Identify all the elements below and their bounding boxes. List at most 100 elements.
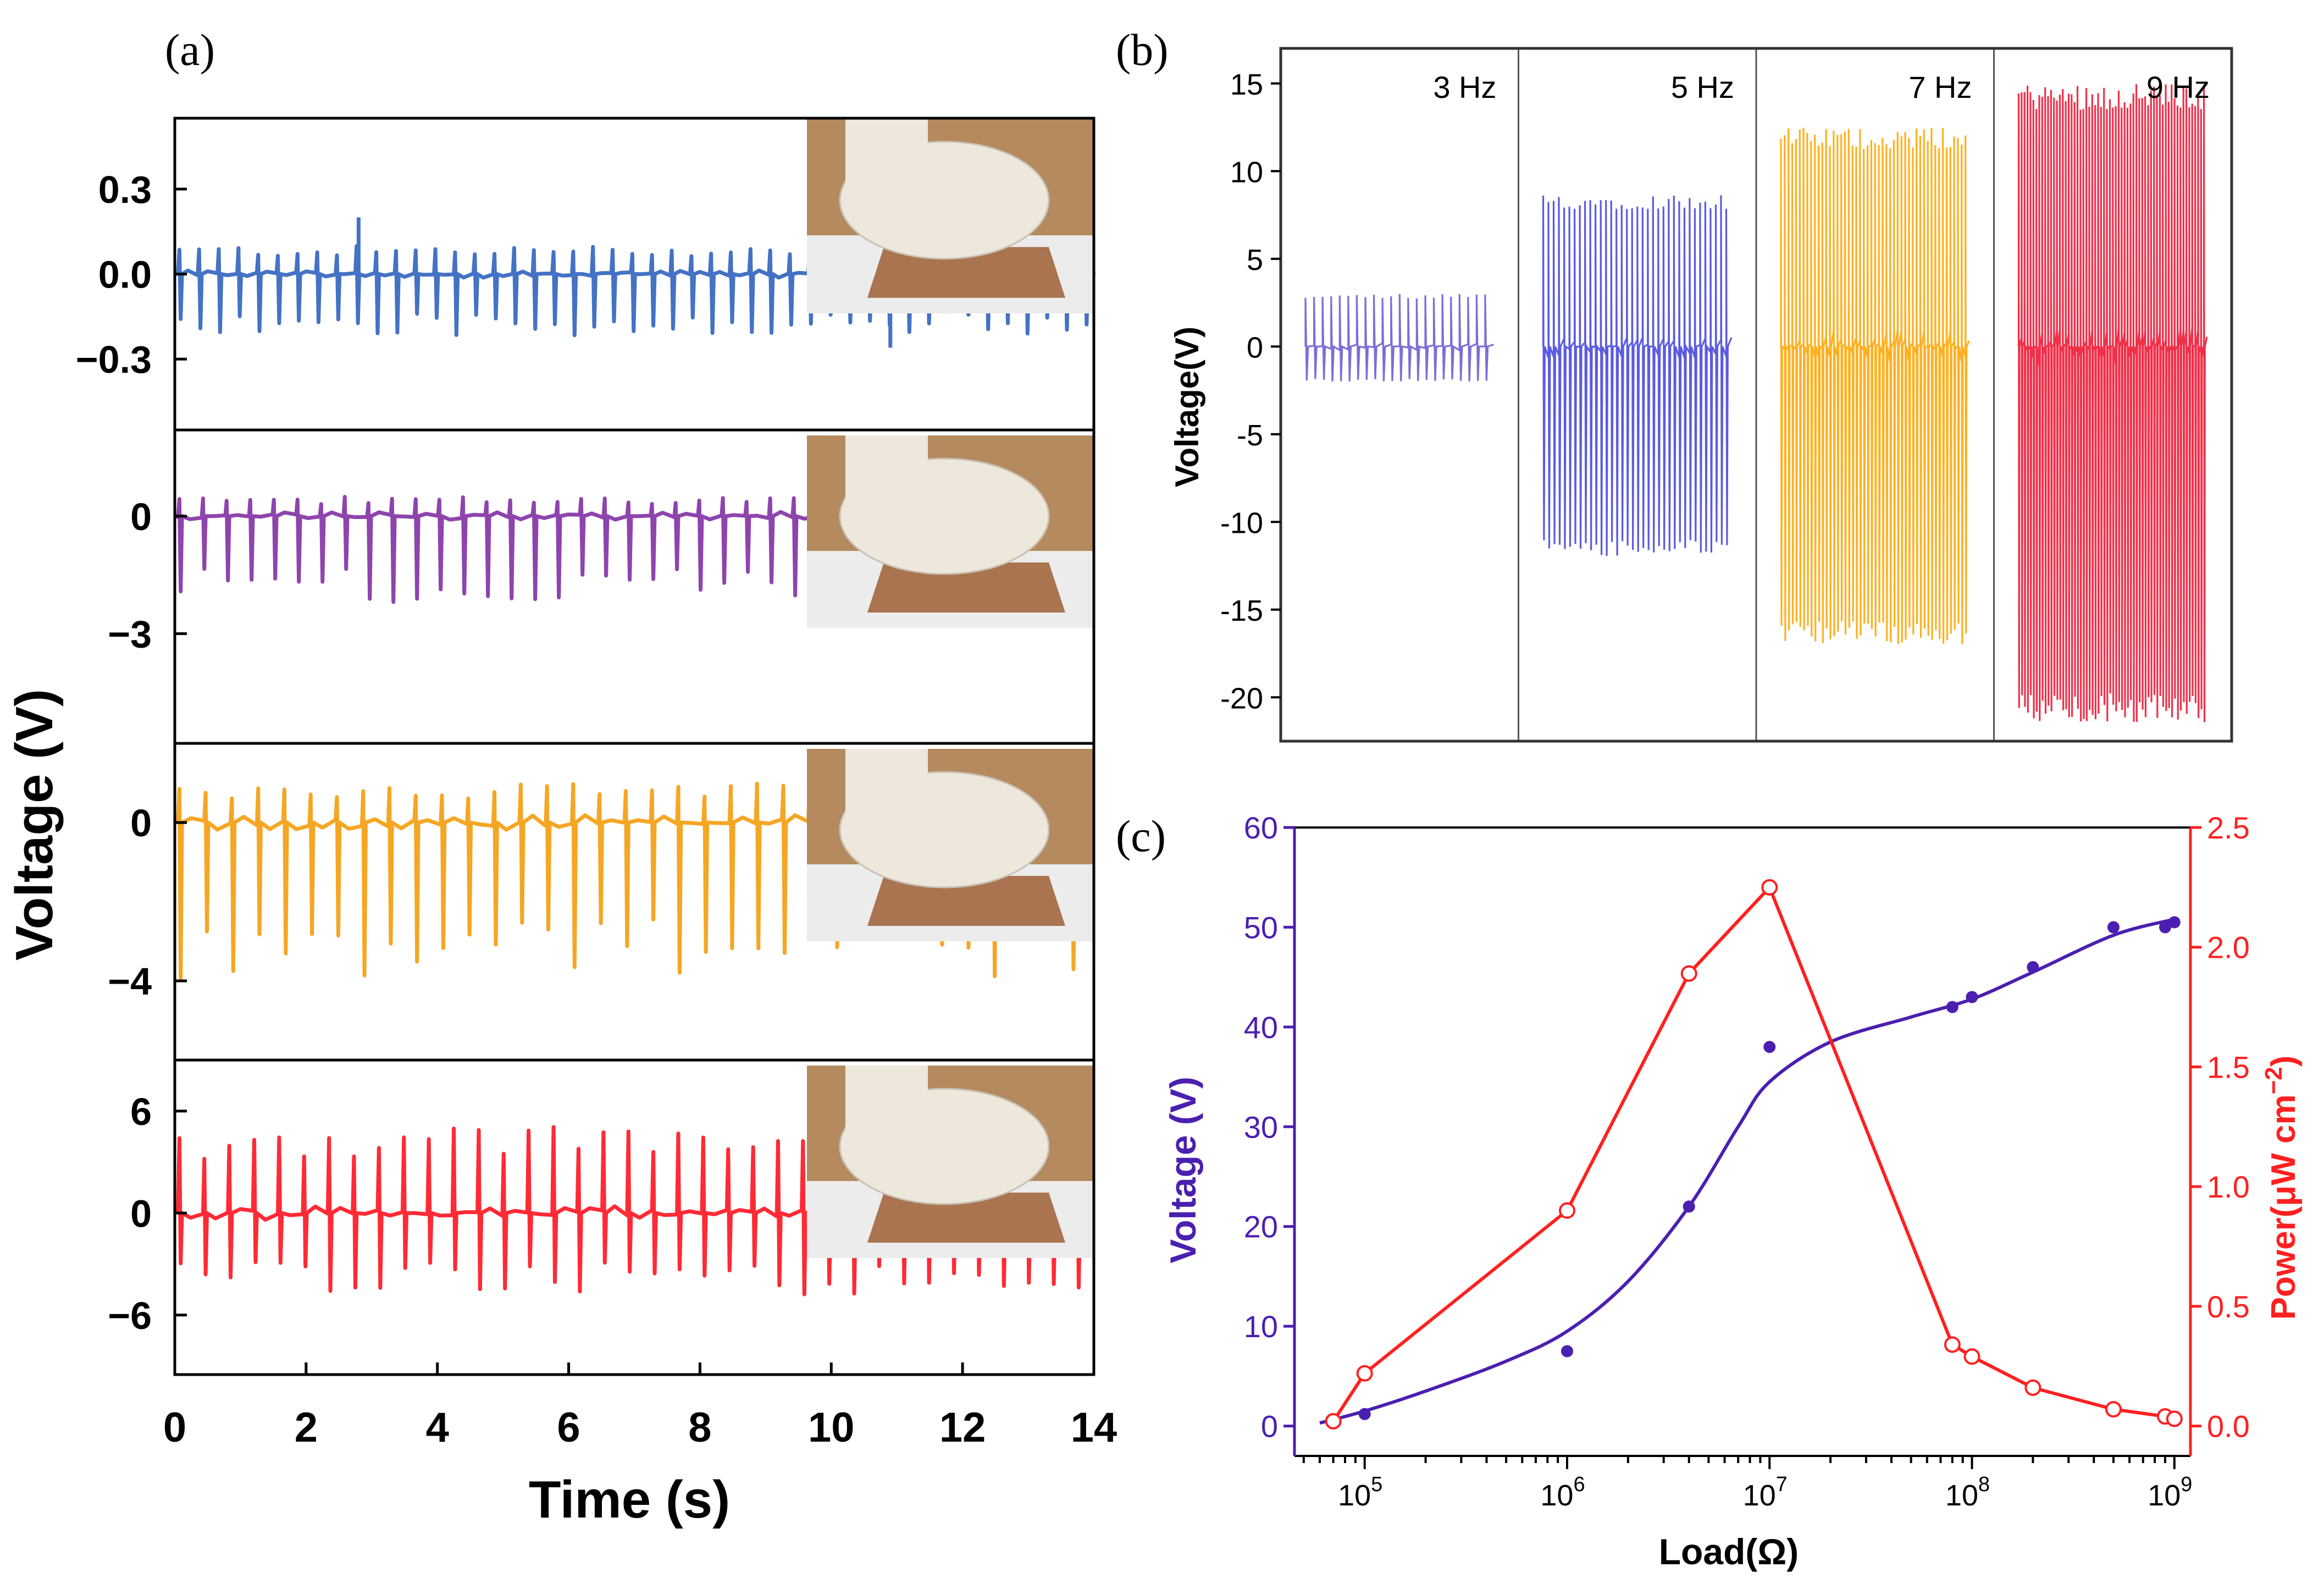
photo-glove-cuff <box>845 435 928 503</box>
panel-a-ylabel: Voltage (V) <box>5 689 64 961</box>
x-tick-label: 12 <box>939 1404 986 1451</box>
y-tick-label-left: 10 <box>1244 1309 1278 1344</box>
y-tick-label-left: 0 <box>1261 1409 1278 1444</box>
y-tick-label-right: 0.5 <box>2207 1289 2250 1324</box>
y-tick-label-slide: −0.3 <box>76 338 152 381</box>
voltage-fit-line <box>1319 918 2175 1425</box>
photo-glove-cuff <box>845 1066 928 1133</box>
panel-c-ylabel-left: Voltage (V) <box>1163 1077 1203 1263</box>
y-tick-label-left: 60 <box>1244 810 1278 845</box>
power-point <box>1944 1336 1961 1353</box>
photo-glove-cuff <box>845 118 928 187</box>
subplot-frame-punch <box>173 1058 1095 1376</box>
power-point <box>2024 1379 2041 1396</box>
y-tick-label: 15 <box>1230 68 1263 101</box>
panel-b-ylabel: Voltage(V) <box>1169 327 1205 487</box>
x-tick-label: 107 <box>1743 1473 1788 1512</box>
panel-c-ylabel-right: Power(μW cm−2) <box>2260 1056 2303 1320</box>
y-tick-label-tap: 0 <box>130 802 152 845</box>
y-tick-label-left: 20 <box>1244 1210 1278 1244</box>
y-tick-label-left: 30 <box>1244 1110 1278 1144</box>
y-tick-label-slide: 0.0 <box>98 253 152 296</box>
panel-b-frequency-labels: 3 Hz 5 Hz 7 Hz 9 Hz <box>1433 70 2210 104</box>
x-tick-label: 14 <box>1071 1404 1117 1451</box>
x-tick-label-base: 10 <box>1540 1479 1573 1512</box>
y-tick-label-punch: 6 <box>130 1090 152 1133</box>
panel-a: (a) Voltage (V) Time (s) 0.3 0.0 −0.3 0 −3 0 −… <box>5 25 1117 1529</box>
photo-inset-press <box>807 435 1094 628</box>
y-tick-label-left: 40 <box>1244 1010 1278 1045</box>
y-tick-label-press: −3 <box>108 613 152 656</box>
voltage-point <box>1358 1408 1371 1420</box>
photo-glove-cuff <box>845 749 928 816</box>
photo-inset-punch <box>807 1066 1094 1258</box>
power-point <box>2166 1410 2183 1427</box>
panel-b: (b) Voltage(V) 15 10 5 0 -5 -10 -15 -20 3 Hz 5 H… <box>1116 25 2233 743</box>
x-tick-label-exp: 7 <box>1776 1473 1788 1496</box>
y-tick-label-right: 1.0 <box>2207 1169 2250 1204</box>
power-point <box>1761 879 1778 896</box>
frequency-label: 7 Hz <box>1908 70 1972 104</box>
voltage-point <box>1561 1345 1573 1358</box>
frequency-label: 9 Hz <box>2146 70 2210 104</box>
panel-b-frame <box>1279 47 2233 743</box>
voltage-point <box>2168 916 2181 929</box>
panel-c-xlabel: Load(Ω) <box>1659 1531 1799 1572</box>
photo-pad <box>867 876 1065 926</box>
x-tick-label: 8 <box>688 1404 711 1451</box>
x-tick-label: 105 <box>1338 1473 1382 1512</box>
panel-c-ylabel-right-text: Power(μW cm <box>2265 1094 2303 1320</box>
x-tick-label: 10 <box>808 1404 855 1451</box>
panel-a-frames <box>173 117 1095 1376</box>
panel-b-y-ticks: 15 10 5 0 -5 -10 -15 -20 <box>1220 68 1281 715</box>
voltage-point <box>1946 1001 1958 1013</box>
panel-b-frame-rect <box>1279 47 2233 743</box>
y-tick-label-right: 1.5 <box>2207 1050 2250 1084</box>
panel-a-label: (a) <box>165 25 215 75</box>
voltage-point <box>2107 921 2120 934</box>
y-tick-label-tap: −4 <box>108 960 152 1003</box>
x-tick-label-exp: 8 <box>1978 1473 1990 1496</box>
y-tick-label-press: 0 <box>130 495 152 538</box>
signal-segment <box>1304 294 1495 382</box>
voltage-point <box>2159 921 2171 934</box>
power-point <box>1356 1365 1373 1382</box>
y-tick-label-right: 2.0 <box>2207 930 2250 965</box>
y-tick-label: -20 <box>1220 682 1263 715</box>
signal-segment <box>1780 128 1970 644</box>
y-tick-label: -15 <box>1220 594 1263 627</box>
panel-a-photos <box>807 118 1094 1258</box>
y-tick-label: 5 <box>1247 244 1263 277</box>
photo-pad <box>867 247 1065 298</box>
x-tick-label-exp: 5 <box>1371 1473 1382 1496</box>
panel-a-x-ticks: 0 2 4 6 8 10 12 14 <box>163 1362 1117 1451</box>
x-tick-label-base: 10 <box>1338 1479 1371 1512</box>
photo-pad <box>867 1193 1065 1243</box>
power-point <box>1325 1413 1342 1430</box>
photo-inset-slide <box>807 118 1094 313</box>
power-point <box>1558 1202 1575 1219</box>
x-tick-label-exp: 6 <box>1573 1473 1585 1496</box>
panel-a-xlabel: Time (s) <box>529 1470 730 1529</box>
y-tick-label-punch: −6 <box>108 1294 152 1337</box>
x-tick-label: 106 <box>1540 1473 1585 1512</box>
y-tick-label-right: 0.0 <box>2207 1409 2250 1444</box>
panel-c: (c) Voltage (V) Power(μW cm−2) Load(Ω) 0… <box>1116 810 2303 1572</box>
panel-b-signals <box>1304 84 2208 722</box>
photo-pad <box>867 562 1065 613</box>
y-tick-label-right: 2.5 <box>2207 810 2250 845</box>
y-tick-label-slide: 0.3 <box>98 168 152 211</box>
voltage-point <box>1966 991 1978 1003</box>
y-tick-label-punch: 0 <box>130 1192 152 1235</box>
y-tick-label: -10 <box>1220 506 1263 539</box>
x-tick-label: 109 <box>2148 1473 2192 1512</box>
x-tick-label: 2 <box>295 1404 318 1451</box>
x-tick-label-base: 10 <box>2148 1479 2181 1512</box>
power-line <box>1332 885 2175 1422</box>
x-tick-label-base: 10 <box>1945 1479 1978 1512</box>
photo-inset-tap <box>807 749 1094 941</box>
voltage-point <box>1683 1200 1695 1213</box>
signal-segment <box>2017 84 2208 722</box>
signal-segment <box>1542 195 1733 556</box>
